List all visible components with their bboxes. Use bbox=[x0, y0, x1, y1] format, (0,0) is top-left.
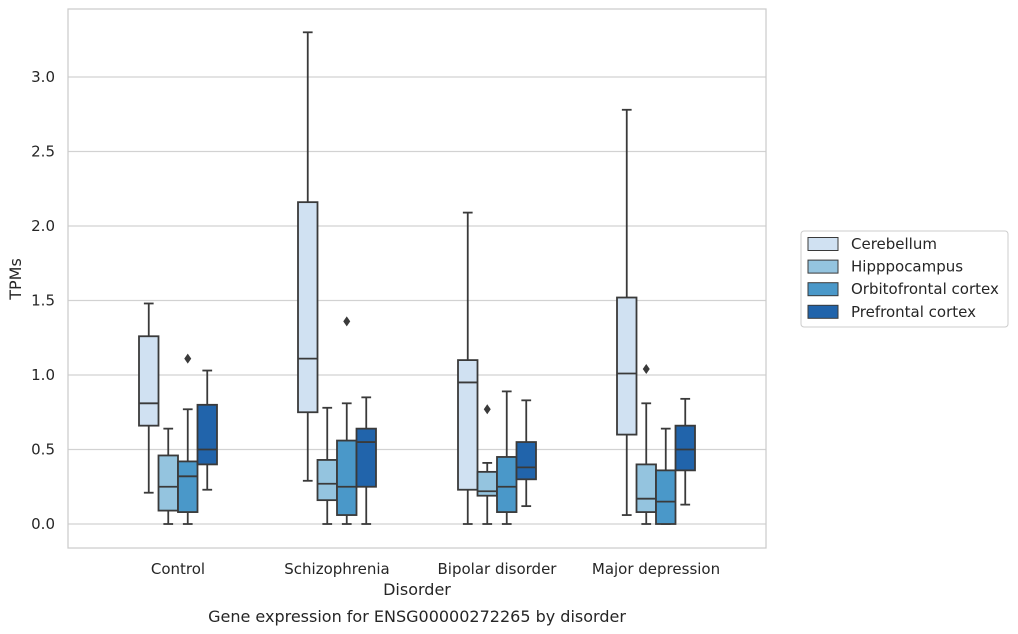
x-axis-label: Disorder bbox=[383, 580, 451, 599]
box-orbitofrontal-cortex bbox=[336, 316, 358, 525]
legend-label: Prefrontal cortex bbox=[851, 303, 976, 321]
y-tick-label: 0.0 bbox=[31, 515, 55, 533]
legend-frame bbox=[800, 230, 1009, 328]
box-iqr bbox=[635, 463, 657, 513]
outlier-point bbox=[483, 404, 491, 415]
legend-label: Hipppocampus bbox=[851, 258, 963, 276]
box-hipppocampus bbox=[157, 427, 179, 525]
outlier-point bbox=[343, 316, 351, 327]
x-tick-label: Bipolar disorder bbox=[438, 560, 558, 578]
box-iqr bbox=[196, 403, 218, 466]
y-tick-label: 0.5 bbox=[31, 441, 55, 459]
y-tick-label: 2.0 bbox=[31, 217, 55, 235]
plot-area-frame bbox=[67, 8, 767, 549]
x-tick-labels: Control Schizophrenia Bipolar disorder Majo… bbox=[151, 560, 720, 578]
box-cerebellum bbox=[616, 108, 638, 516]
box-iqr bbox=[496, 456, 518, 513]
y-axis-label: TPMs bbox=[6, 258, 25, 301]
x-tick-label: Major depression bbox=[592, 560, 720, 578]
y-tick-label: 3.0 bbox=[31, 68, 55, 86]
box-iqr bbox=[655, 469, 677, 525]
box-orbitofrontal-cortex bbox=[496, 390, 518, 525]
box-iqr bbox=[177, 460, 199, 513]
box-cerebellum bbox=[297, 31, 319, 482]
legend-swatch bbox=[807, 282, 839, 297]
y-tick-labels: 0.0 0.5 1.0 1.5 2.0 2.5 3.0 bbox=[31, 68, 55, 533]
box-hipppocampus bbox=[476, 404, 498, 525]
outlier-point bbox=[642, 364, 650, 375]
box-iqr bbox=[138, 335, 160, 427]
y-tick-label: 1.0 bbox=[31, 366, 55, 384]
box-hipppocampus bbox=[316, 406, 338, 525]
x-tick-label: Schizophrenia bbox=[284, 560, 389, 578]
box-orbitofrontal-cortex bbox=[177, 353, 199, 525]
box-cerebellum bbox=[457, 211, 479, 525]
y-tick-label: 1.5 bbox=[31, 292, 55, 310]
box-prefrontal-cortex bbox=[674, 397, 696, 506]
box-iqr bbox=[674, 424, 696, 472]
legend-label: Orbitofrontal cortex bbox=[851, 280, 999, 298]
gridlines bbox=[68, 76, 766, 525]
box-prefrontal-cortex bbox=[355, 396, 377, 525]
legend-label: Cerebellum bbox=[851, 235, 937, 253]
box-orbitofrontal-cortex bbox=[655, 427, 677, 525]
box-iqr bbox=[157, 454, 179, 512]
legend-swatch bbox=[807, 304, 839, 319]
box-iqr bbox=[515, 441, 537, 481]
box-iqr bbox=[616, 296, 638, 436]
box-cerebellum bbox=[138, 302, 160, 494]
box-iqr bbox=[355, 427, 377, 488]
box-iqr bbox=[457, 359, 479, 491]
legend-swatch bbox=[807, 237, 839, 251]
box-hipppocampus bbox=[635, 364, 657, 525]
box-iqr bbox=[336, 439, 358, 516]
legend-swatch bbox=[807, 259, 839, 274]
chart-caption: Gene expression for ENSG00000272265 by d… bbox=[208, 607, 626, 626]
outlier-point bbox=[184, 353, 192, 364]
box-groups bbox=[138, 31, 696, 525]
box-prefrontal-cortex bbox=[196, 369, 218, 491]
box-iqr bbox=[316, 459, 338, 502]
x-tick-label: Control bbox=[151, 560, 205, 578]
box-prefrontal-cortex bbox=[515, 399, 537, 508]
legend: Cerebellum Hipppocampus Orbitofrontal cort… bbox=[800, 230, 1009, 328]
box-iqr bbox=[297, 201, 319, 414]
y-tick-label: 2.5 bbox=[31, 143, 55, 161]
